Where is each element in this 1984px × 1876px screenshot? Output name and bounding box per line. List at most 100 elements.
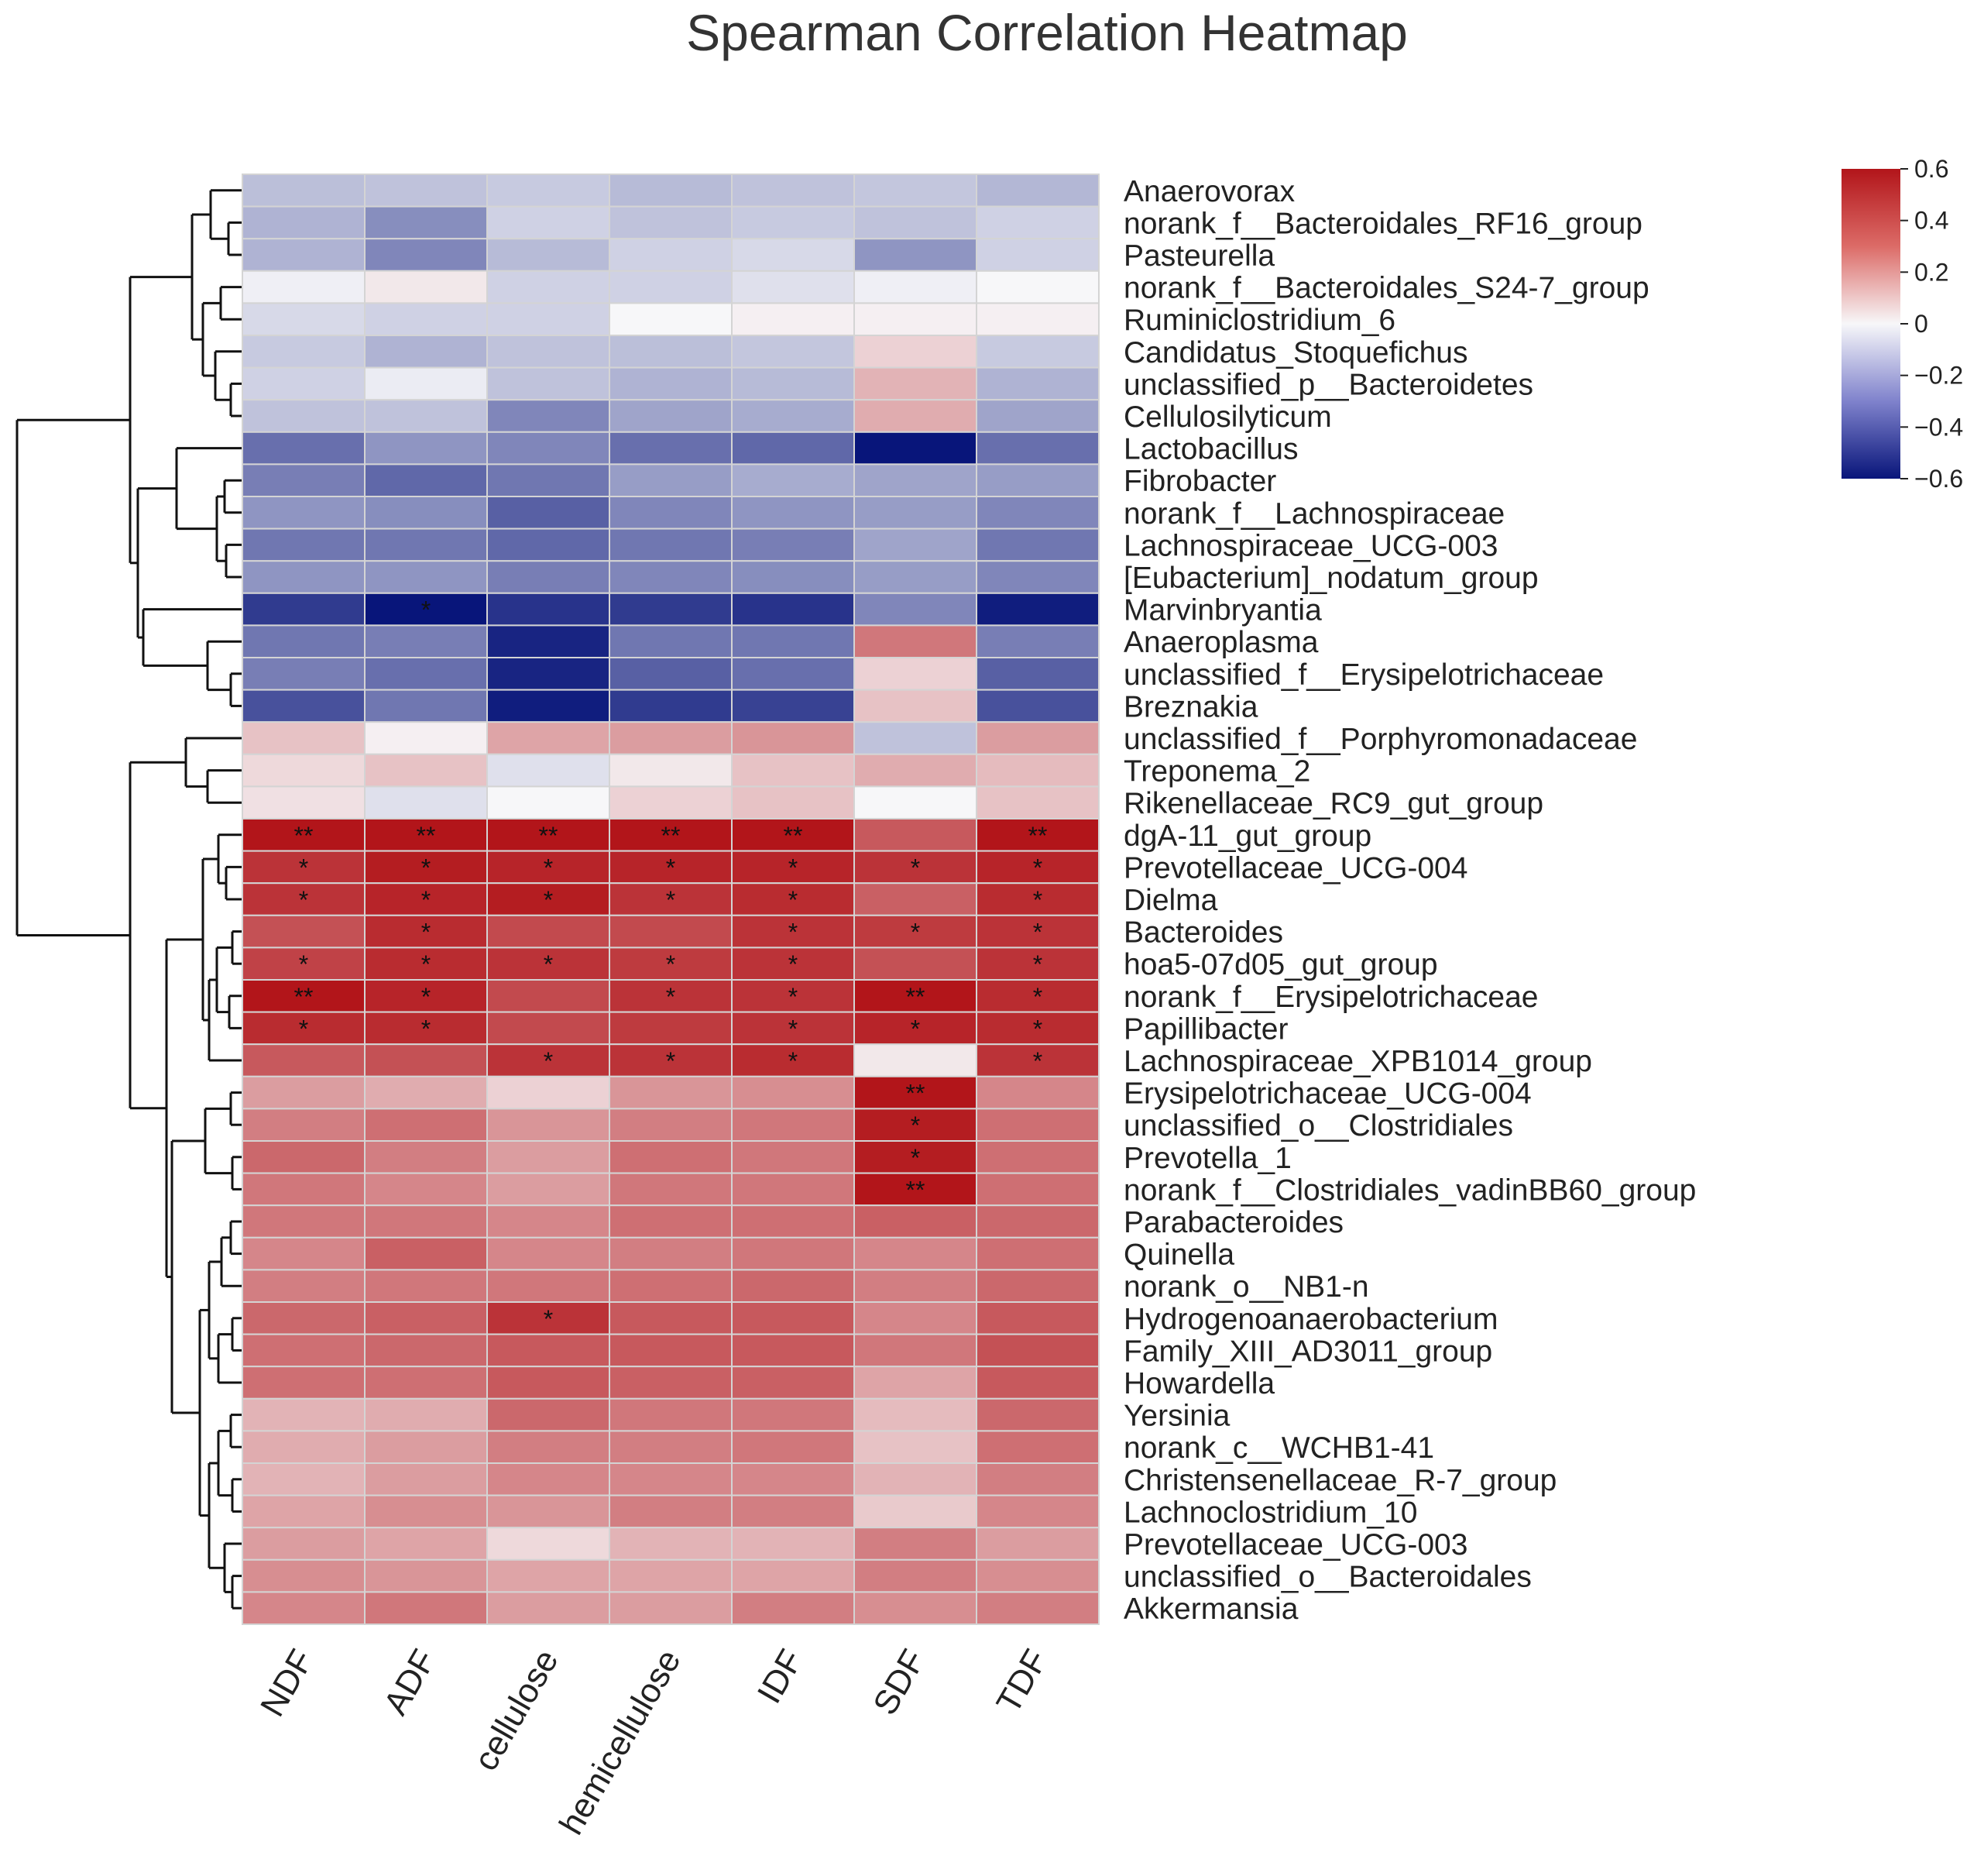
heatmap-cell [731,527,855,562]
heatmap-cell [976,335,1100,369]
heatmap-cell [364,527,488,562]
significance-mark: * [788,886,798,914]
significance-mark: * [421,919,431,947]
heatmap-cell [242,1043,366,1077]
heatmap-cell [976,366,1100,401]
heatmap-cell [486,399,610,433]
row-label: Treponema_2 [1124,755,1310,789]
row-label: Lachnospiraceae_UCG-003 [1124,529,1498,562]
heatmap-cell [242,1462,366,1496]
heatmap-cell [364,1591,488,1625]
heatmap-cell [609,496,733,530]
heatmap-cell [609,882,733,916]
heatmap-cell [731,205,855,240]
heatmap-cell [486,721,610,755]
heatmap-cell [609,785,733,820]
heatmap-cell [976,1527,1100,1561]
heatmap-cell [242,1204,366,1239]
heatmap-cell [976,1462,1100,1496]
row-label: norank_f__Bacteroidales_RF16_group [1124,207,1642,240]
heatmap-cell [486,947,610,981]
heatmap-cell [242,721,366,755]
heatmap-cell [976,914,1100,949]
significance-mark: * [299,854,308,881]
significance-mark: ** [294,822,314,850]
row-label: Lachnoclostridium_10 [1124,1496,1417,1529]
heatmap-cell [853,657,977,691]
heatmap-cell [486,174,610,208]
heatmap-cell [364,914,488,949]
heatmap-cell [364,850,488,885]
heatmap-cell [364,979,488,1013]
heatmap-cell [853,463,977,498]
heatmap-cell [853,527,977,562]
row-label: Erysipelotrichaceae_UCG-004 [1124,1077,1532,1111]
significance-mark: * [421,596,431,624]
significance-mark: * [911,854,920,881]
heatmap-cell [731,1397,855,1432]
heatmap-cell [976,1333,1100,1368]
heatmap-cell [242,1172,366,1207]
heatmap-cell [364,882,488,916]
row-label: Quinella [1124,1239,1234,1272]
heatmap-cell [486,270,610,304]
significance-mark: * [544,886,553,914]
column-label: cellulose [467,1644,566,1778]
heatmap-cell [731,366,855,401]
heatmap-cell [731,689,855,723]
significance-mark: * [421,950,431,978]
significance-mark: * [788,950,798,978]
significance-mark: * [911,919,920,947]
heatmap-cell [242,270,366,304]
colorbar-tick-label: 0 [1914,310,1928,338]
heatmap-cell [731,1075,855,1110]
heatmap-cell [242,1558,366,1593]
colorbar-tick-label: 0.2 [1914,258,1948,286]
heatmap-cell [731,1333,855,1368]
significance-mark: ** [539,822,558,850]
row-label: unclassified_o__Clostridiales [1124,1109,1513,1142]
row-label: Papillibacter [1124,1012,1288,1046]
row-label: Pasteurella [1124,239,1275,273]
heatmap-cell [242,463,366,498]
heatmap-cell [731,496,855,530]
significance-marks: *** ** ** ** ** *** * * * * * ** * * * * ** * * ** * * * * *** * *… [294,596,1048,1333]
heatmap-cell [853,882,977,916]
heatmap-cell [242,914,366,949]
heatmap-cell [486,818,610,852]
heatmap-cell [609,592,733,627]
heatmap-cell [609,624,733,659]
row-label: Prevotellaceae_UCG-004 [1124,851,1467,885]
heatmap-cell [853,399,977,433]
heatmap-cell [609,1011,733,1046]
row-label: Parabacteroides [1124,1206,1344,1239]
heatmap-cell [364,174,488,208]
heatmap-cell [609,1236,733,1271]
row-label: Lachnospiraceae_XPB1014_group [1124,1045,1592,1078]
heatmap-cell [242,399,366,433]
significance-mark: * [788,919,798,947]
heatmap-cell [976,947,1100,981]
heatmap-cell [853,1591,977,1625]
row-label: Yersinia [1124,1400,1231,1433]
heatmap-cell [486,657,610,691]
heatmap-cell [242,560,366,594]
heatmap-cell [976,238,1100,272]
heatmap-cell [853,270,977,304]
heatmap-cell [853,914,977,949]
heatmap-cell [609,914,733,949]
significance-mark: * [299,1015,308,1043]
heatmap-cell [976,496,1100,530]
significance-mark: ** [294,983,314,1011]
heatmap-cell [486,1204,610,1239]
heatmap-cell [853,979,977,1013]
heatmap-cell [609,1462,733,1496]
heatmap-cell [731,1591,855,1625]
heatmap-cell [364,1397,488,1432]
row-label: Anaerovorax [1124,175,1296,208]
heatmap-cell [242,689,366,723]
heatmap-cell [609,238,733,272]
heatmap-cell [486,1462,610,1496]
heatmap-cell [364,1333,488,1368]
heatmap-cell [486,1527,610,1561]
